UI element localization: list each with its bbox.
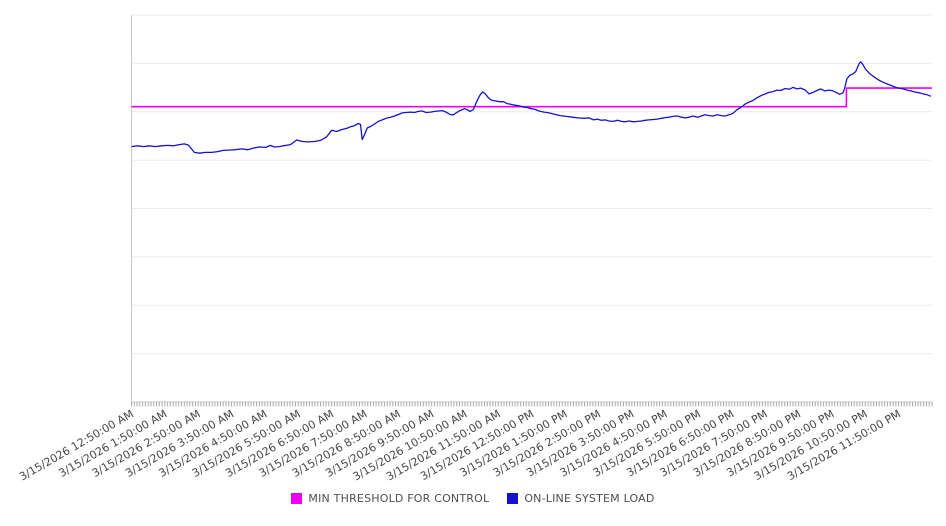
legend-item-threshold[interactable]: MIN THRESHOLD FOR CONTROL [291, 492, 489, 505]
legend-label-threshold: MIN THRESHOLD FOR CONTROL [308, 492, 490, 505]
load-swatch-icon [507, 493, 519, 504]
legend-item-system-load[interactable]: ON-LINE SYSTEM LOAD [507, 492, 654, 505]
threshold-line [131, 87, 932, 108]
load-line [131, 61, 932, 154]
load-chart-svg: 3/15/2026 12:50:00 AM3/15/2026 1:50:00 A… [17, 14, 933, 484]
threshold-swatch-icon [291, 493, 303, 504]
chart-legend: MIN THRESHOLD FOR CONTROL ON-LINE SYSTEM… [0, 492, 946, 505]
legend-label-system-load: ON-LINE SYSTEM LOAD [524, 492, 655, 505]
